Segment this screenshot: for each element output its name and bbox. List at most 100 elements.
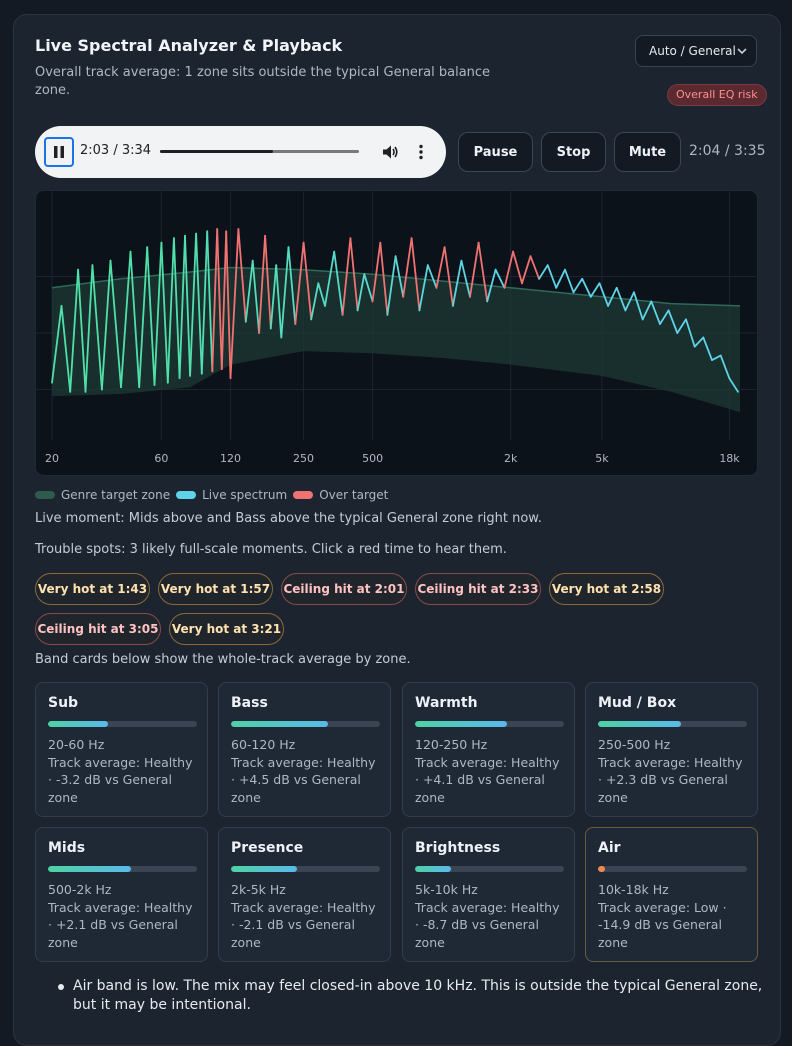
trouble-chip[interactable]: Very hot at 1:43 bbox=[35, 573, 150, 605]
pause-button[interactable]: Pause bbox=[458, 132, 533, 172]
legend-live-spectrum: Live spectrum bbox=[176, 488, 287, 502]
spectrum-segment bbox=[225, 230, 232, 380]
band-meter-fill bbox=[415, 866, 451, 872]
band-meter-fill bbox=[231, 866, 297, 872]
spectrum-segment bbox=[702, 336, 713, 362]
band-meter bbox=[231, 721, 380, 727]
band-card-sub: Sub 20-60 Hz Track average: Healthy · -3.… bbox=[35, 682, 208, 817]
band-description: 250-500 Hz Track average: Healthy · +2.3 … bbox=[598, 737, 743, 805]
band-name: Air bbox=[598, 840, 621, 856]
band-name: Sub bbox=[48, 695, 79, 711]
mute-button[interactable]: Mute bbox=[614, 132, 681, 172]
spectrum-segment bbox=[269, 264, 278, 330]
band-name: Presence bbox=[231, 840, 304, 856]
spectrum-segment bbox=[101, 259, 112, 391]
spectrum-segment bbox=[685, 318, 696, 348]
trouble-chip[interactable]: Ceiling hit at 2:33 bbox=[415, 573, 541, 605]
overall-summary: Overall track average: 1 zone sits outsi… bbox=[35, 65, 491, 98]
spectrum-segment bbox=[195, 232, 203, 375]
spectrum-segment bbox=[728, 377, 739, 393]
spectrum-segment bbox=[581, 277, 592, 298]
spectrum-segment bbox=[237, 228, 247, 323]
band-description: 2k-5k Hz Track average: Healthy · -2.1 dB… bbox=[231, 882, 376, 950]
spectrum-segment bbox=[146, 246, 156, 386]
spectrum-segment bbox=[84, 264, 94, 393]
x-tick-label: 120 bbox=[220, 452, 241, 465]
spectrum-segment bbox=[719, 354, 731, 380]
spectrum-segment bbox=[211, 228, 219, 373]
band-meter-fill bbox=[48, 721, 108, 727]
trouble-chip[interactable]: Very hot at 2:58 bbox=[549, 573, 664, 605]
spectrum-segment bbox=[91, 264, 103, 391]
spectrum-segment bbox=[216, 228, 223, 371]
spectrum-segment bbox=[529, 255, 541, 280]
spectrum-segment bbox=[69, 268, 79, 393]
x-tick-label: 20 bbox=[45, 452, 59, 465]
more-vert-icon[interactable] bbox=[415, 143, 427, 161]
band-card-air: Air 10k-18k Hz Track average: Low · -14.9… bbox=[585, 827, 758, 962]
seek-bar[interactable] bbox=[160, 150, 359, 153]
spectrum-segment bbox=[258, 234, 267, 334]
spectrum-segment bbox=[402, 237, 413, 298]
spectrum-segment bbox=[109, 259, 122, 389]
band-meter bbox=[598, 721, 747, 727]
eq-risk-badge: Overall EQ risk bbox=[667, 84, 767, 106]
spectrum-segment bbox=[512, 250, 523, 285]
spectrum-segment bbox=[667, 309, 679, 334]
band-card-bass: Bass 60-120 Hz Track average: Healthy · +… bbox=[218, 682, 391, 817]
spectrum-segment bbox=[363, 273, 374, 303]
spectrum-segment bbox=[317, 282, 326, 307]
band-meter bbox=[231, 866, 380, 872]
spectrum-segment bbox=[341, 237, 352, 316]
spectrum-segment bbox=[264, 234, 272, 330]
spectrum-segment bbox=[379, 241, 389, 316]
spectrum-segment bbox=[178, 234, 186, 380]
play-pause-button[interactable] bbox=[44, 137, 74, 167]
spectrum-segment bbox=[356, 273, 366, 312]
x-tick-label: 2k bbox=[504, 452, 518, 465]
band-card-warmth: Warmth 120-250 Hz Track average: Healthy … bbox=[402, 682, 575, 817]
spectrum-segment bbox=[615, 286, 627, 312]
seek-bar-progress bbox=[160, 150, 274, 153]
trouble-chip[interactable]: Very hot at 3:21 bbox=[169, 613, 284, 645]
page-title: Live Spectral Analyzer & Playback bbox=[35, 36, 343, 55]
spectrum-segment bbox=[469, 241, 480, 298]
spectrum-segment bbox=[189, 232, 198, 377]
band-description: 60-120 Hz Track average: Healthy · +4.5 d… bbox=[231, 737, 376, 805]
volume-icon[interactable] bbox=[381, 143, 399, 161]
spectrum-segment bbox=[166, 237, 175, 384]
genre-select[interactable]: Auto / General bbox=[635, 35, 757, 67]
spectrum-segment bbox=[77, 268, 87, 393]
trouble-chip[interactable]: Very hot at 1:57 bbox=[158, 573, 273, 605]
spectrum-segment bbox=[633, 291, 644, 321]
x-tick-label: 60 bbox=[154, 452, 168, 465]
spectrum-segment bbox=[659, 309, 670, 325]
spectrum-segment bbox=[426, 264, 438, 289]
spectrum-segment bbox=[503, 250, 515, 289]
stop-button[interactable]: Stop bbox=[541, 132, 606, 172]
band-meter-fill bbox=[598, 721, 682, 727]
spectrum-segment bbox=[324, 250, 336, 307]
spectrum-segment bbox=[589, 282, 601, 298]
spectrum-segment bbox=[160, 241, 169, 384]
spectrum-segment bbox=[410, 237, 421, 312]
air-band-note: Air band is low. The mix may feel closed… bbox=[73, 978, 763, 1013]
spectrum-segment bbox=[477, 241, 489, 303]
spectrum-segment bbox=[572, 277, 584, 294]
legend-genre-target: Genre target zone bbox=[35, 488, 170, 502]
pause-icon bbox=[54, 146, 64, 158]
band-description: 10k-18k Hz Track average: Low · -14.9 dB … bbox=[598, 882, 727, 950]
target-zone-upper-edge bbox=[51, 266, 741, 307]
trouble-chip[interactable]: Ceiling hit at 2:01 bbox=[281, 573, 407, 605]
spectrum-segment bbox=[607, 286, 618, 307]
trouble-chip[interactable]: Ceiling hit at 3:05 bbox=[35, 613, 161, 645]
legend-over-target: Over target bbox=[293, 488, 388, 502]
band-name: Mud / Box bbox=[598, 695, 677, 711]
time-readout: 2:04 / 3:35 bbox=[689, 143, 766, 159]
spectrum-segment bbox=[371, 241, 382, 303]
x-axis-ticks: 20 60 120 250 500 2k 5k 18k bbox=[45, 452, 740, 465]
spectrum-segment bbox=[220, 230, 228, 371]
spectrum-segment bbox=[460, 259, 471, 298]
x-tick-label: 18k bbox=[719, 452, 740, 465]
spectrum-segment bbox=[229, 228, 240, 380]
